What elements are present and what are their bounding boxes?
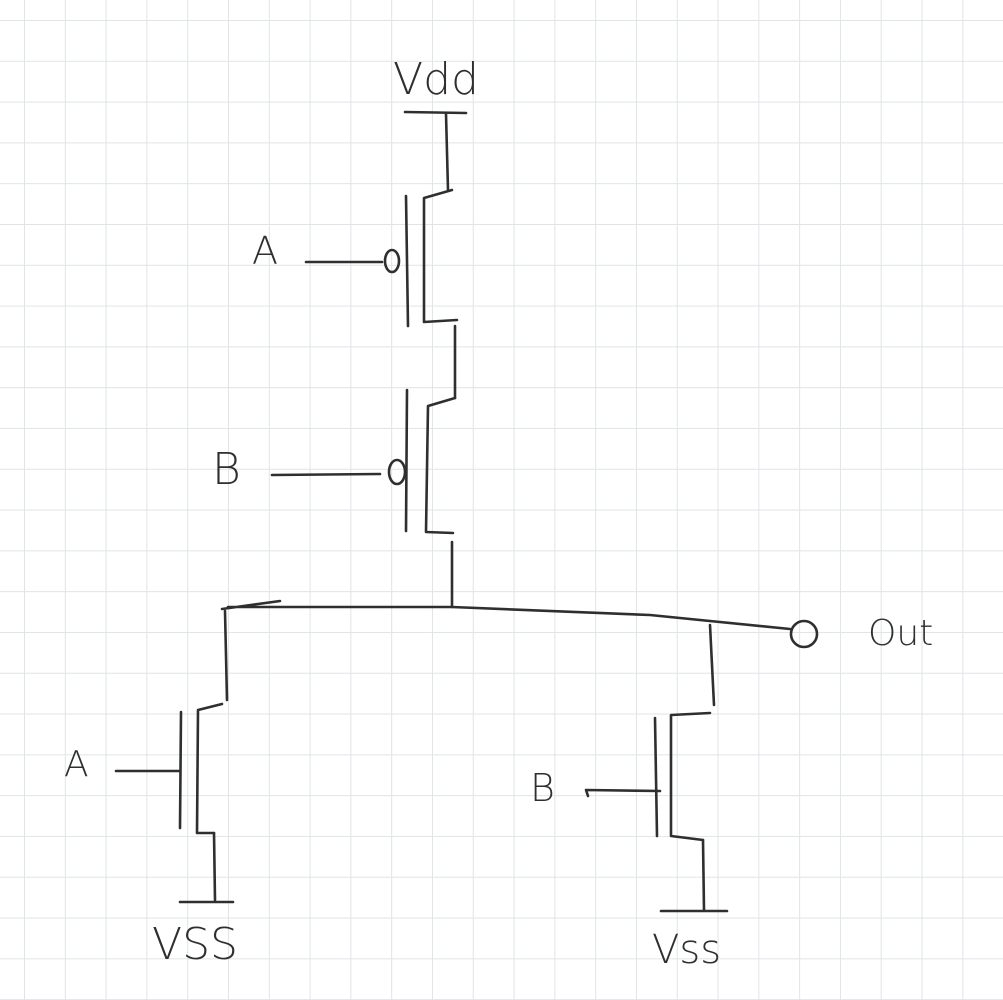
pmos-a-inversion-bubble [383,248,401,274]
pmos-transistor-a: A [252,188,459,328]
output-label: Out [868,613,933,654]
pmos-a-input-label: A [252,229,278,273]
vss-left-label: VSS [152,919,238,970]
pmos-transistor-b: B [212,388,457,609]
vdd-wire [444,112,450,192]
pmos-b-gate [404,388,409,533]
vdd-supply: Vdd [393,54,479,192]
output-terminal [789,619,819,649]
pmos-b-input-label: B [212,444,241,495]
nmos-b-input-label: B [530,766,555,810]
pmos-a-gate [404,194,410,328]
nmos-a-channel [195,702,224,835]
pmos-a-channel [422,188,459,324]
nmos-b-channel [669,711,712,842]
nmos-a-gate [178,710,183,830]
nmos-b-gate [653,716,659,838]
pmos-b-gate-wire [270,472,382,477]
nmos-a-input-label: A [64,744,89,785]
pmos-b-channel [424,396,457,535]
nmos-transistor-b: B Vss [530,623,729,973]
pmos-b-inversion-bubble [387,458,407,486]
vdd-label: Vdd [393,54,479,105]
output-node: Out [220,599,933,654]
vss-right-label: Vss [652,927,721,973]
nmos-transistor-a: A VSS [64,609,238,970]
output-net [220,599,792,631]
nmos-b-gate-wire [584,788,662,798]
nmos-a-drain-wire [223,609,229,702]
nmos-b-source-wire [701,838,706,912]
vdd-rail [403,110,468,115]
nmos-a-source-wire [212,831,217,902]
nmos-b-drain-wire [708,623,716,707]
